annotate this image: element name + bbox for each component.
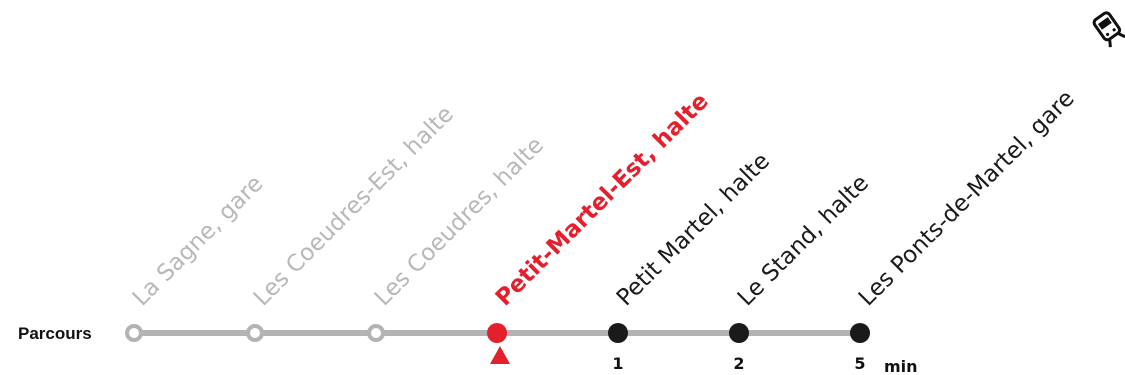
stop-marker-upcoming (608, 323, 628, 343)
stop-marker-upcoming (729, 323, 749, 343)
stop-name: Le Stand, halte (733, 170, 874, 311)
current-position-triangle-icon (490, 346, 510, 364)
minutes-unit: min (884, 357, 918, 375)
stop-marker-passed (125, 324, 143, 342)
stop-marker-passed (367, 324, 385, 342)
parcours-label: Parcours (18, 324, 92, 343)
stop-name: Petit-Martel-Est, halte (491, 88, 714, 311)
stop-name: Les Ponts-de-Martel, gare (854, 85, 1080, 311)
stop-minutes: 1 (612, 354, 623, 373)
stop-minutes: 2 (733, 354, 744, 373)
stop-name: Les Coeudres-Est, halte (249, 101, 459, 311)
stop-marker-passed (246, 324, 264, 342)
stop-name: La Sagne, gare (128, 171, 268, 311)
stop-minutes: 5 (854, 354, 865, 373)
stop-marker-upcoming (850, 323, 870, 343)
stop-marker-current (487, 323, 507, 343)
train-icon (1092, 11, 1125, 48)
